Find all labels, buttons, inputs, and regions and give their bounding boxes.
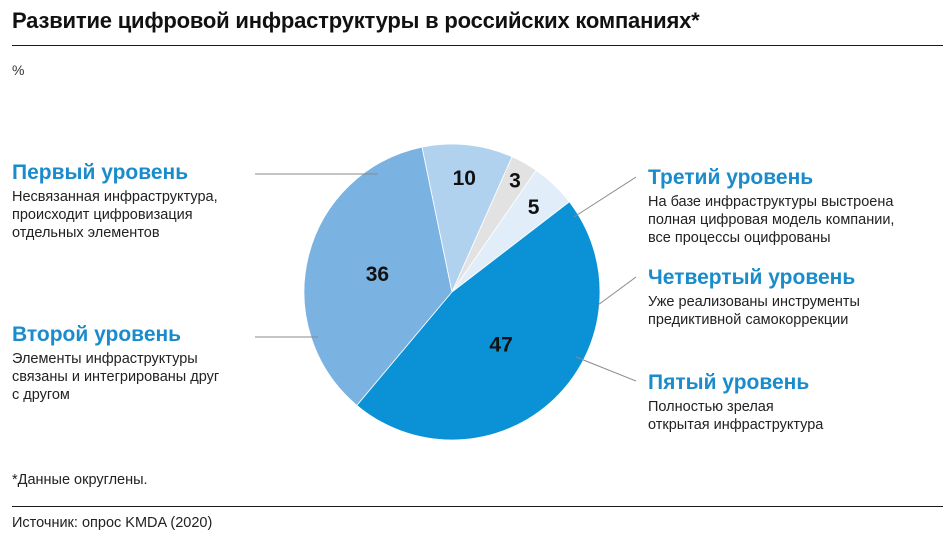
third-level-description: На базе инфраструктуры выстроена полная … (648, 193, 894, 247)
fourth-level-description-line: Уже реализованы инструменты (648, 294, 860, 310)
slice-value-third-level: 10 (453, 167, 476, 190)
leader-lines (255, 173, 637, 382)
label-third-level: Третий уровень На базе инфраструктуры вы… (648, 165, 894, 247)
footer-divider (12, 506, 943, 507)
second-level-description: Элементы инфраструктуры связаны и интегр… (12, 350, 219, 404)
source-note: Источник: опрос KMDA (2020) (12, 515, 213, 531)
second-level-title: Второй уровень (12, 323, 182, 346)
first-level-description-line: Несвязанная инфраструктура, (12, 189, 218, 205)
chart-title: Развитие цифровой инфраструктуры в росси… (12, 8, 700, 33)
slice-value-first-level: 36 (366, 263, 389, 286)
slice-value-second-level: 47 (489, 333, 512, 356)
label-second-level: Второй уровень Элементы инфраструктуры с… (12, 322, 219, 404)
third-level-title: Третий уровень (648, 166, 814, 189)
slice-value-fourth-level: 3 (509, 170, 521, 193)
pie-slice-third-level (421, 143, 513, 294)
label-fourth-level: Четвертый уровень Уже реализованы инстру… (648, 265, 860, 329)
label-fifth-level: Пятый уровень Полностью зрелая открытая … (648, 370, 823, 434)
fourth-level-description: Уже реализованы инструменты предиктивной… (648, 293, 860, 329)
first-level-title: Первый уровень (12, 161, 189, 184)
leader-line-third-level (573, 176, 637, 218)
fifth-level-title: Пятый уровень (648, 371, 810, 394)
third-level-description-line: все процессы оцифрованы (648, 230, 831, 246)
slice-value-fifth-level: 5 (528, 196, 540, 219)
slice-value-labels: 36 10 35 47 (366, 167, 540, 356)
pie-slice-first-level (303, 146, 453, 406)
leader-line-fourth-level (597, 276, 637, 306)
first-level-description: Несвязанная инфраструктура, происходит ц… (12, 188, 218, 242)
unit-label: % (12, 62, 25, 78)
fifth-level-description-line: открытая инфраструктура (648, 417, 824, 433)
second-level-description-line: связаны и интегрированы друг (12, 369, 220, 385)
fifth-level-description: Полностью зрелая открытая инфраструктура (648, 398, 823, 434)
leader-line-fifth-level (575, 356, 637, 382)
pie-slice-second-level (356, 201, 601, 441)
pie-slices (303, 143, 601, 441)
third-level-description-line: На базе инфраструктуры выстроена (648, 194, 894, 210)
label-first-level: Первый уровень Несвязанная инфраструктур… (12, 160, 218, 242)
first-level-description-line: происходит цифровизация (12, 207, 193, 223)
first-level-description-line: отдельных элементов (12, 225, 160, 241)
footnote: *Данные округлены. (12, 472, 148, 488)
third-level-description-line: полная цифровая модель компании, (648, 212, 895, 228)
second-level-description-line: Элементы инфраструктуры (12, 351, 198, 367)
fifth-level-description-line: Полностью зрелая (648, 399, 774, 415)
second-level-description-line: с другом (12, 387, 70, 403)
fourth-level-title: Четвертый уровень (648, 266, 856, 289)
title-divider (12, 45, 943, 46)
fourth-level-description-line: предиктивной самокоррекции (648, 312, 849, 328)
